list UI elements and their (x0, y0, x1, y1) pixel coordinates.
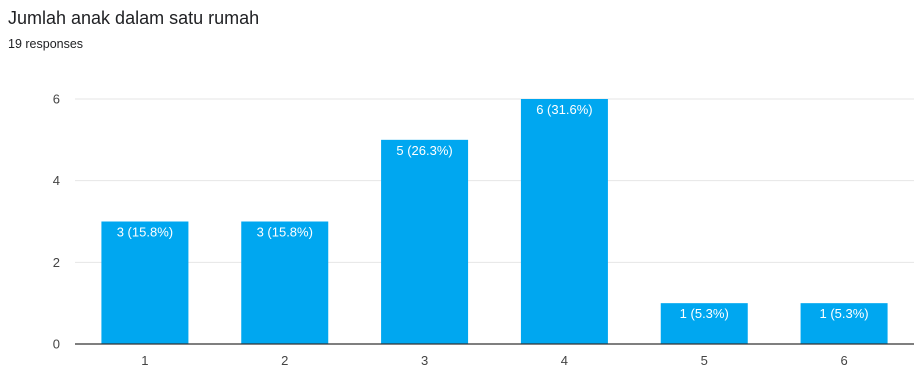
bar (241, 221, 329, 344)
x-tick-label: 1 (141, 353, 148, 368)
x-tick-label: 4 (561, 353, 568, 368)
bar (660, 303, 748, 344)
bar-data-label: 3 (15.8%) (117, 225, 173, 240)
bar-data-label: 3 (15.8%) (257, 225, 313, 240)
bar (101, 221, 189, 344)
response-count: 19 responses (8, 37, 84, 51)
x-tick-label: 6 (840, 353, 847, 368)
y-tick-label: 6 (53, 92, 60, 107)
bar-data-label: 6 (31.6%) (536, 102, 592, 117)
bar-data-label: 1 (5.3%) (820, 306, 869, 321)
bar (800, 303, 888, 344)
bar (381, 139, 469, 344)
x-tick-label: 5 (701, 353, 708, 368)
bar-data-label: 5 (26.3%) (396, 143, 452, 158)
y-tick-label: 2 (53, 255, 60, 270)
bar-data-label: 1 (5.3%) (680, 306, 729, 321)
bar (520, 99, 608, 344)
bars: 3 (15.8%) 3 (15.8%) 5 (26.3%) 6 (31.6%) 1 (5… (101, 99, 888, 344)
x-tick-label: 3 (421, 353, 428, 368)
gridlines (75, 98, 914, 263)
axes: 0 2 4 6 1 2 3 4 5 6 (53, 92, 914, 368)
y-tick-label: 4 (53, 173, 60, 188)
y-tick-label: 0 (53, 337, 60, 352)
chart-title: Jumlah anak dalam satu rumah (8, 8, 260, 28)
x-tick-label: 2 (281, 353, 288, 368)
